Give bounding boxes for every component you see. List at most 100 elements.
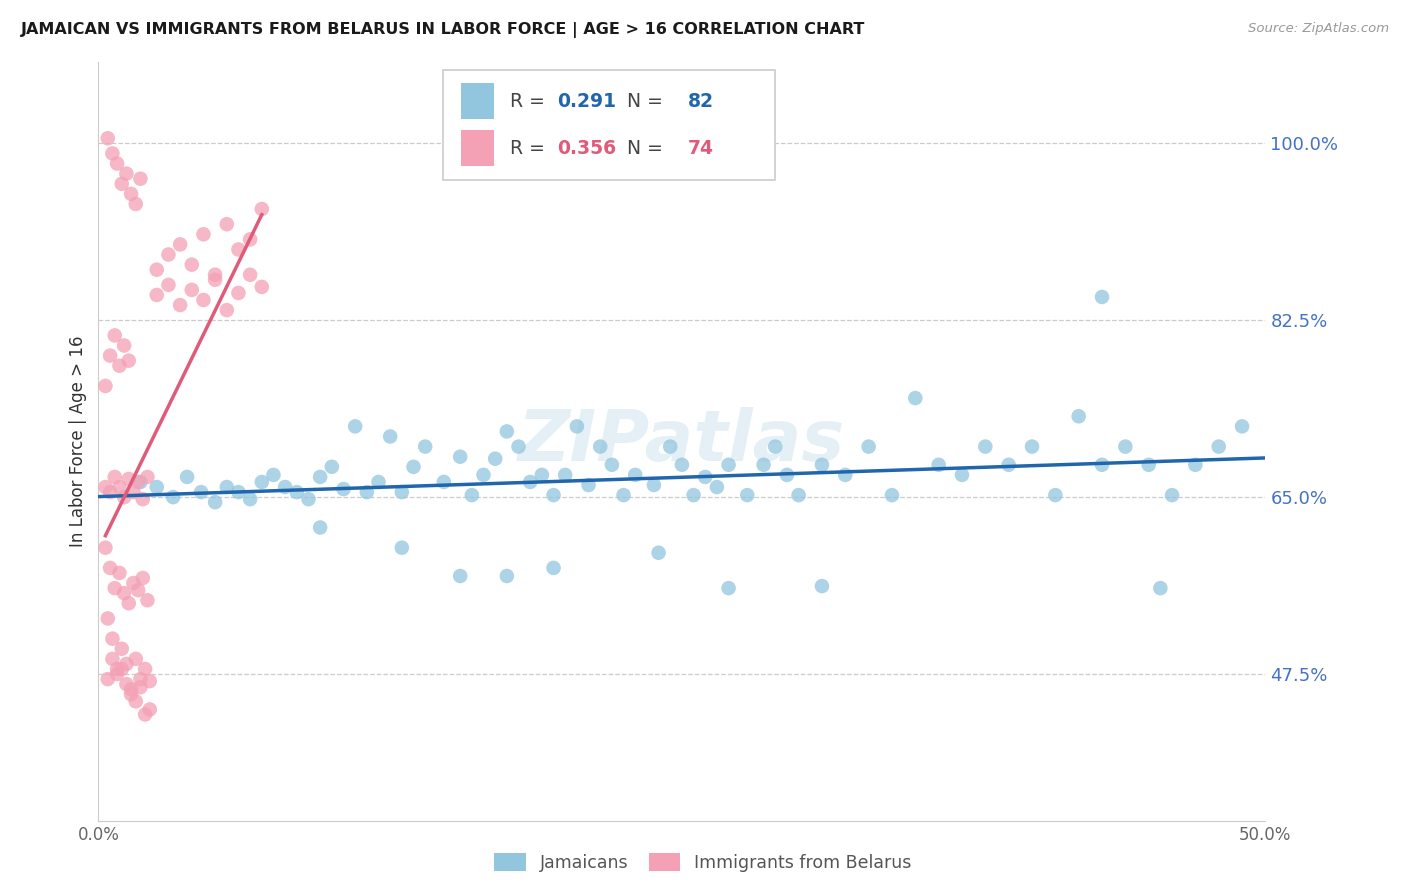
Point: [125, 197, 148, 211]
Point: [262, 467, 284, 482]
Point: [496, 569, 519, 583]
Point: [367, 475, 389, 489]
Point: [105, 662, 128, 676]
Point: [105, 667, 128, 681]
Point: [101, 632, 124, 646]
Point: [228, 485, 250, 500]
Point: [554, 467, 576, 482]
Point: [285, 485, 308, 500]
Point: [111, 177, 134, 191]
Point: [332, 482, 354, 496]
Point: [97, 672, 120, 686]
Point: [193, 293, 215, 307]
Point: [274, 480, 297, 494]
Point: [613, 488, 636, 502]
Point: [215, 217, 238, 231]
Point: [309, 470, 332, 484]
Point: [647, 546, 669, 560]
Point: [139, 702, 162, 716]
Point: [132, 571, 155, 585]
Text: 82: 82: [688, 92, 714, 111]
Point: [228, 285, 250, 300]
Point: [250, 475, 273, 489]
Point: [1045, 488, 1067, 502]
Point: [228, 243, 250, 257]
Point: [776, 467, 799, 482]
Point: [239, 232, 262, 246]
Point: [204, 268, 226, 282]
Point: [297, 492, 319, 507]
Point: [250, 280, 273, 294]
Point: [834, 467, 856, 482]
Point: [127, 475, 149, 489]
Point: [519, 475, 541, 489]
Point: [115, 677, 138, 691]
Point: [309, 520, 332, 534]
Point: [118, 472, 141, 486]
Point: [682, 488, 704, 502]
Point: [94, 541, 117, 555]
Point: [125, 694, 148, 708]
Point: [127, 583, 149, 598]
Point: [1161, 488, 1184, 502]
Point: [578, 478, 600, 492]
Point: [118, 596, 141, 610]
Point: [136, 470, 159, 484]
Point: [433, 475, 456, 489]
Point: [643, 478, 665, 492]
Point: [101, 652, 124, 666]
Bar: [443, 70, 775, 180]
Point: [108, 480, 131, 494]
Point: [104, 581, 127, 595]
Point: [1021, 440, 1043, 454]
Point: [180, 283, 202, 297]
Point: [112, 490, 135, 504]
Point: [1091, 290, 1114, 304]
Text: 0.291: 0.291: [557, 92, 616, 111]
Point: [120, 682, 142, 697]
Point: [356, 485, 378, 500]
Point: [146, 480, 169, 494]
Point: [1208, 440, 1230, 454]
Point: [1091, 458, 1114, 472]
Point: [543, 488, 565, 502]
Point: [169, 298, 191, 312]
Point: [125, 652, 148, 666]
Point: [176, 470, 198, 484]
Text: Source: ZipAtlas.com: Source: ZipAtlas.com: [1249, 22, 1389, 36]
Point: [94, 379, 117, 393]
Point: [380, 429, 402, 443]
Point: [132, 492, 155, 507]
Point: [950, 467, 973, 482]
Point: [671, 458, 693, 472]
Point: [111, 641, 134, 656]
Y-axis label: In Labor Force | Age > 16: In Labor Force | Age > 16: [69, 335, 87, 548]
Point: [717, 458, 740, 472]
Point: [706, 480, 728, 494]
Point: [120, 186, 142, 201]
Point: [180, 258, 202, 272]
Point: [624, 467, 647, 482]
Point: [104, 470, 127, 484]
Point: [98, 485, 121, 500]
Point: [157, 247, 180, 261]
Point: [98, 349, 121, 363]
Point: [321, 459, 343, 474]
Text: N =: N =: [616, 92, 669, 111]
Point: [118, 353, 141, 368]
Point: [997, 458, 1019, 472]
Point: [129, 475, 152, 489]
Point: [811, 579, 834, 593]
Point: [120, 687, 142, 701]
Point: [250, 202, 273, 216]
Point: [880, 488, 903, 502]
Text: R =: R =: [510, 138, 551, 158]
Point: [139, 674, 162, 689]
Point: [204, 495, 226, 509]
Point: [122, 485, 145, 500]
Point: [1067, 409, 1090, 424]
Point: [94, 480, 117, 494]
Point: [169, 237, 191, 252]
Point: [928, 458, 950, 472]
Point: [449, 569, 471, 583]
